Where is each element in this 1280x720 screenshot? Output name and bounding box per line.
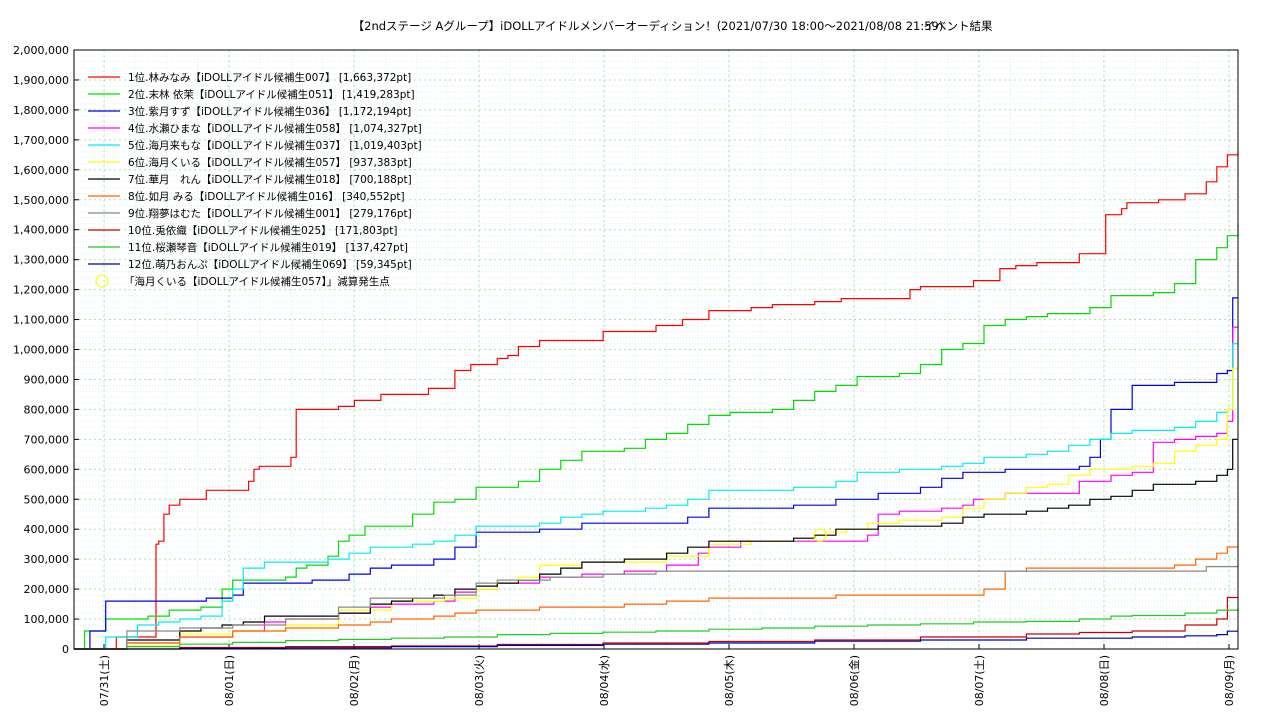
y-tick-label: 200,000: [24, 583, 70, 596]
y-tick-label: 1,300,000: [13, 254, 69, 267]
series-line-10: [74, 596, 1238, 650]
x-tick-label: 08/08(日): [1098, 655, 1111, 706]
y-tick-label: 1,900,000: [13, 74, 69, 87]
legend-marker-swatch: [95, 274, 109, 288]
legend-entry: 7位.華月 れん【iDOLLアイドル候補生018】 [700,188pt]: [128, 173, 412, 186]
x-tick-label: 08/03(火): [473, 655, 486, 706]
series-line-12: [74, 630, 1238, 650]
reduction-marker: [813, 528, 827, 542]
legend: 1位.林みなみ【iDOLLアイドル候補生007】 [1,663,372pt] 2位…: [88, 71, 422, 288]
x-tick-label: 08/02(月): [348, 655, 361, 706]
x-tick-label: 08/07(土): [973, 655, 986, 706]
series-line-2: [74, 223, 1239, 650]
legend-entry: 4位.水瀬ひまな【iDOLLアイドル候補生058】 [1,074,327pt]: [128, 122, 422, 135]
y-tick-label: 2,000,000: [13, 44, 69, 57]
y-tick-label: 400,000: [24, 523, 70, 536]
y-tick-label: 1,800,000: [13, 104, 69, 117]
chart-subtitle: イベント結果: [924, 19, 993, 33]
legend-entry: 2位.末林 依茉【iDOLLアイドル候補生051】 [1,419,283pt]: [128, 88, 415, 101]
y-tick-label: 1,600,000: [13, 164, 69, 177]
y-tick-label: 700,000: [24, 433, 70, 446]
plot-frame: [73, 49, 1239, 650]
legend-entry: 9位.翔夢はむた【iDOLLアイドル候補生001】 [279,176pt]: [128, 207, 412, 220]
y-tick-label: 1,500,000: [13, 194, 69, 207]
series-line-9: [74, 565, 1239, 650]
x-tick-label: 08/06(金): [847, 655, 861, 706]
series-line-8: [74, 546, 1238, 650]
y-tick-label: 500,000: [24, 493, 70, 506]
y-tick-label: 1,400,000: [13, 224, 69, 237]
y-tick-label: 1,200,000: [13, 284, 69, 297]
x-tick-label: 08/09(月): [1223, 655, 1236, 706]
legend-entry: 3位.紫月すず【iDOLLアイドル候補生036】 [1,172,194pt]: [128, 105, 411, 118]
y-tick-label: 1,100,000: [13, 314, 69, 327]
plot-area: 0 100,000 200,000 300,000 400,000 500,000 600,…: [13, 44, 1239, 706]
legend-entry: 1位.林みなみ【iDOLLアイドル候補生007】 [1,663,372pt]: [128, 71, 411, 84]
y-tick-label: 100,000: [24, 613, 70, 626]
series-line-5: [74, 343, 1238, 650]
legend-entry: 6位.海月くいる【iDOLLアイドル候補生057】 [937,383pt]: [128, 156, 412, 169]
y-tick-label: 800,000: [24, 403, 70, 416]
x-tick-label: 07/31(土): [98, 655, 111, 706]
legend-marker-entry: 「海月くいる【iDOLLアイドル候補生057】」減算発生点: [124, 275, 390, 288]
x-tick-label: 08/04(水): [598, 655, 611, 706]
legend-entry: 12位.萌乃おんぷ【iDOLLアイドル候補生069】 [59,345pt]: [128, 258, 412, 271]
y-tick-label: 0: [62, 643, 69, 656]
y-tick-label: 900,000: [24, 373, 70, 386]
y-tick-label: 1,000,000: [13, 344, 69, 357]
series-line-3: [74, 297, 1238, 650]
series-line-7: [74, 438, 1238, 650]
y-tick-label: 300,000: [24, 553, 70, 566]
series-line-1: [74, 150, 1239, 650]
legend-entry: 8位.如月 みる【iDOLLアイドル候補生016】 [340,552pt]: [128, 190, 405, 203]
x-tick-label: 08/01(日): [223, 655, 236, 706]
legend-entry: 11位.桜瀬琴音【iDOLLアイドル候補生019】 [137,427pt]: [128, 241, 408, 254]
legend-entry: 5位.海月来もな【iDOLLアイドル候補生037】 [1,019,403pt]: [128, 139, 422, 152]
legend-entry: 10位.兎依織【iDOLLアイドル候補生025】 [171,803pt]: [128, 224, 397, 237]
chart-title: 【2ndステージ Aグループ】iDOLLアイドルメンバーオーディション！(202…: [353, 19, 944, 33]
y-tick-label: 600,000: [24, 463, 70, 476]
x-tick-label: 08/05(木): [723, 655, 736, 706]
series-line-11: [74, 607, 1239, 650]
y-tick-label: 1,700,000: [13, 134, 69, 147]
